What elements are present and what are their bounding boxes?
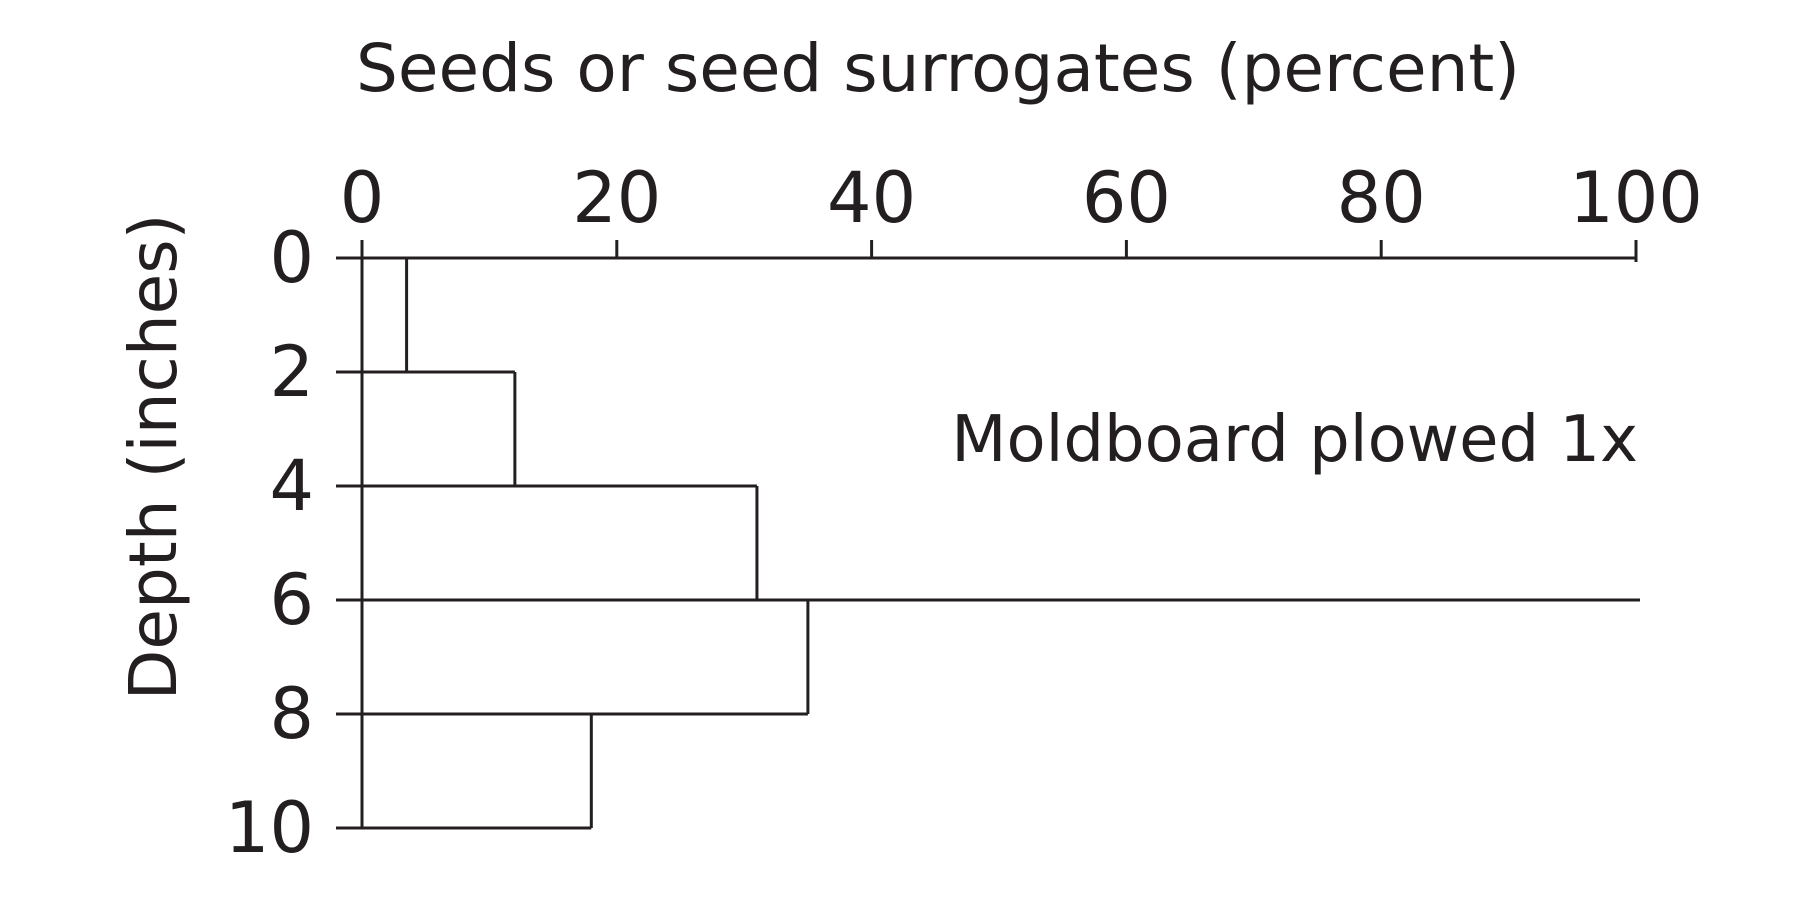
- bar: [362, 714, 593, 830]
- bar: [362, 372, 757, 488]
- y-axis-ticks: 0 2 4 6 8 10: [225, 217, 362, 869]
- y-tick-label: 8: [269, 673, 314, 755]
- x-tick-label: 80: [1337, 157, 1426, 239]
- axes: [336, 240, 1640, 828]
- x-tick-label: 0: [340, 157, 385, 239]
- histogram-bars: [362, 258, 810, 830]
- x-axis-ticks: 0 20 40 60 80 100: [340, 157, 1703, 262]
- x-tick-label: 60: [1082, 157, 1171, 239]
- x-tick-label: 100: [1569, 157, 1703, 239]
- y-tick-label: 0: [269, 217, 314, 299]
- x-tick-label: 20: [572, 157, 661, 239]
- x-axis-title: Seeds or seed surrogates (percent): [356, 30, 1520, 107]
- bar: [362, 600, 810, 716]
- bar: [362, 486, 808, 602]
- annotation-label: Moldboard plowed 1x: [951, 403, 1638, 477]
- y-tick-label: 4: [269, 445, 314, 527]
- x-tick-label: 40: [827, 157, 916, 239]
- y-tick-label: 6: [269, 559, 314, 641]
- y-axis-title: Depth (inches): [115, 214, 192, 701]
- y-tick-label: 2: [269, 331, 314, 413]
- bar: [362, 258, 515, 374]
- y-tick-label: 10: [225, 787, 314, 869]
